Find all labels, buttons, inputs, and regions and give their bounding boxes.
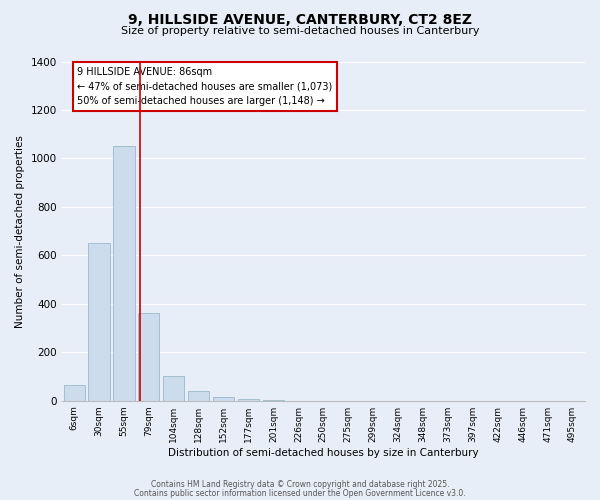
Text: Contains public sector information licensed under the Open Government Licence v3: Contains public sector information licen… [134,488,466,498]
Bar [188,391,209,400]
Bar [163,376,184,400]
Text: Contains HM Land Registry data © Crown copyright and database right 2025.: Contains HM Land Registry data © Crown c… [151,480,449,489]
Bar [113,146,134,400]
Y-axis label: Number of semi-detached properties: Number of semi-detached properties [15,134,25,328]
Bar [88,243,110,400]
Bar [64,385,85,400]
Text: Size of property relative to semi-detached houses in Canterbury: Size of property relative to semi-detach… [121,26,479,36]
X-axis label: Distribution of semi-detached houses by size in Canterbury: Distribution of semi-detached houses by … [168,448,479,458]
Bar [138,314,160,400]
Bar [213,397,234,400]
Text: 9, HILLSIDE AVENUE, CANTERBURY, CT2 8EZ: 9, HILLSIDE AVENUE, CANTERBURY, CT2 8EZ [128,12,472,26]
Text: 9 HILLSIDE AVENUE: 86sqm
← 47% of semi-detached houses are smaller (1,073)
50% o: 9 HILLSIDE AVENUE: 86sqm ← 47% of semi-d… [77,66,332,106]
